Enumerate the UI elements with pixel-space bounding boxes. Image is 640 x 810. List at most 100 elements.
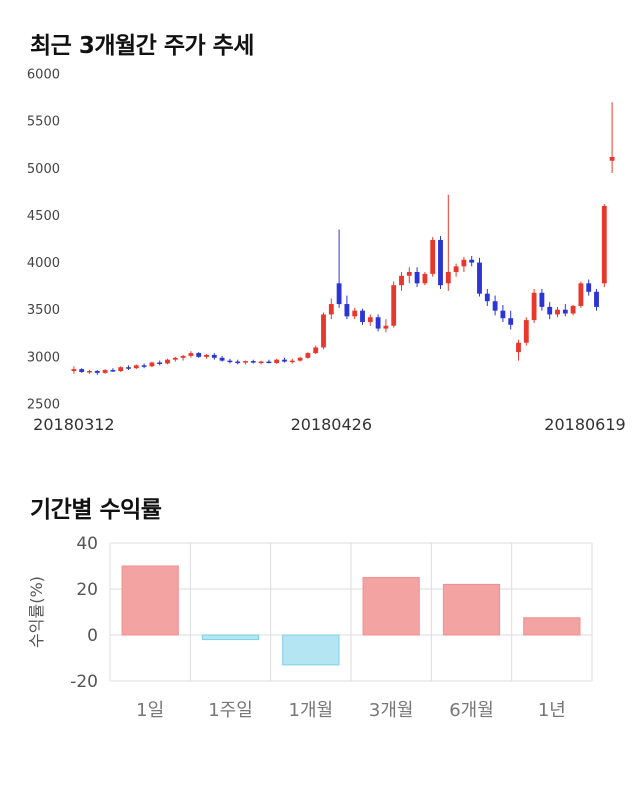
returns-category-labels: 1일 1주일 1개월 3개월 6개월 1년 <box>136 700 566 721</box>
candle-body <box>500 310 506 319</box>
candle-body <box>570 305 576 314</box>
return-bar <box>442 583 501 636</box>
candle-body <box>157 362 163 365</box>
svg-text:6개월: 6개월 <box>449 700 494 721</box>
svg-text:40: 40 <box>76 534 98 554</box>
candle-body <box>188 353 194 356</box>
candle-body <box>94 371 100 373</box>
candle-body <box>531 292 537 321</box>
candle-body <box>149 362 155 367</box>
svg-text:1일: 1일 <box>136 700 164 721</box>
candle-body <box>430 239 436 274</box>
svg-text:4500: 4500 <box>27 209 60 224</box>
candle-body <box>453 266 459 272</box>
return-bars <box>121 565 581 666</box>
candle-body <box>383 325 389 329</box>
candle-body <box>461 259 467 267</box>
candle-body <box>87 371 92 373</box>
candle-body <box>102 370 108 373</box>
candle-body <box>539 292 545 307</box>
candle-body <box>180 355 186 358</box>
svg-text:3000: 3000 <box>27 350 60 365</box>
svg-text:20: 20 <box>76 580 98 600</box>
candle-body <box>578 283 584 306</box>
candle-body <box>126 367 131 369</box>
candle-body <box>547 306 553 315</box>
candle-body <box>141 365 147 367</box>
candle-body <box>110 370 116 372</box>
svg-text:3개월: 3개월 <box>369 700 414 721</box>
returns-gridlines <box>109 542 593 682</box>
candle-body <box>321 314 326 348</box>
candle-body <box>508 318 514 325</box>
svg-text:5000: 5000 <box>27 162 60 177</box>
candle-body <box>250 361 256 363</box>
return-bar <box>121 565 179 636</box>
candle-body <box>211 354 217 358</box>
candle-body <box>422 273 428 284</box>
candle-body <box>601 206 607 284</box>
candle-body <box>469 259 475 263</box>
candle-body <box>367 317 373 322</box>
svg-text:20180312: 20180312 <box>33 415 114 434</box>
price-candlestick-chart: 6000 5500 5000 4500 4000 3500 3000 2500 20180312… <box>27 68 626 435</box>
candle-body <box>492 301 498 311</box>
candle-body <box>516 342 521 353</box>
candle-body <box>360 310 365 322</box>
candle-body <box>282 359 287 362</box>
candle-body <box>219 357 225 361</box>
candle-body <box>328 304 334 315</box>
candle-body <box>586 283 592 292</box>
candle-body <box>274 359 280 363</box>
candle-body <box>594 291 599 307</box>
returns-bar-chart: 40 20 0 -20 수익률(%) 1일 1주일 1개월 3개월 6개월 1년 <box>27 534 593 721</box>
candle-body <box>391 285 397 326</box>
candle-body <box>523 320 529 343</box>
candle-body <box>438 239 443 286</box>
svg-text:6000: 6000 <box>27 68 60 83</box>
candle-body <box>235 361 241 364</box>
returns-section-title: 기간별 수익률 <box>30 497 162 523</box>
candle-body <box>399 275 404 286</box>
candle-body <box>305 353 311 358</box>
candle-body <box>204 354 209 357</box>
return-bar <box>282 634 340 666</box>
svg-text:20180619: 20180619 <box>544 415 625 434</box>
svg-text:0: 0 <box>87 626 98 646</box>
candle-body <box>172 357 178 360</box>
svg-text:-20: -20 <box>70 672 98 692</box>
candle-body <box>133 365 139 369</box>
price-x-axis-labels: 20180312 20180426 20180619 <box>33 415 626 434</box>
candle-body <box>562 309 568 314</box>
candle-body <box>375 317 381 329</box>
candle-body <box>313 347 319 354</box>
svg-text:1개월: 1개월 <box>289 700 334 721</box>
price-section-title: 최근 3개월간 주가 추세 <box>30 33 254 59</box>
return-bar <box>523 617 581 636</box>
candle-body <box>118 367 124 371</box>
candlesticks <box>71 102 615 375</box>
candle-body <box>352 310 358 317</box>
candle-body <box>196 353 202 357</box>
candle-body <box>227 360 233 363</box>
candle-body <box>609 156 615 161</box>
svg-text:2500: 2500 <box>27 398 60 413</box>
returns-y-axis-ticks: 40 20 0 -20 <box>70 534 98 692</box>
candle-body <box>297 357 303 361</box>
candle-body <box>266 361 272 364</box>
svg-text:1주일: 1주일 <box>208 700 253 721</box>
svg-text:1년: 1년 <box>538 700 566 721</box>
candle-body <box>344 304 350 317</box>
candle-body <box>165 359 170 364</box>
candle-body <box>243 361 248 363</box>
svg-text:5500: 5500 <box>27 115 60 130</box>
candle-body <box>406 272 412 276</box>
candle-body <box>414 272 420 284</box>
svg-text:4000: 4000 <box>27 256 60 271</box>
svg-text:20180426: 20180426 <box>291 415 372 434</box>
candle-body <box>336 283 342 305</box>
candle-body <box>477 262 482 294</box>
return-bar <box>201 634 260 641</box>
svg-text:3500: 3500 <box>27 303 60 318</box>
